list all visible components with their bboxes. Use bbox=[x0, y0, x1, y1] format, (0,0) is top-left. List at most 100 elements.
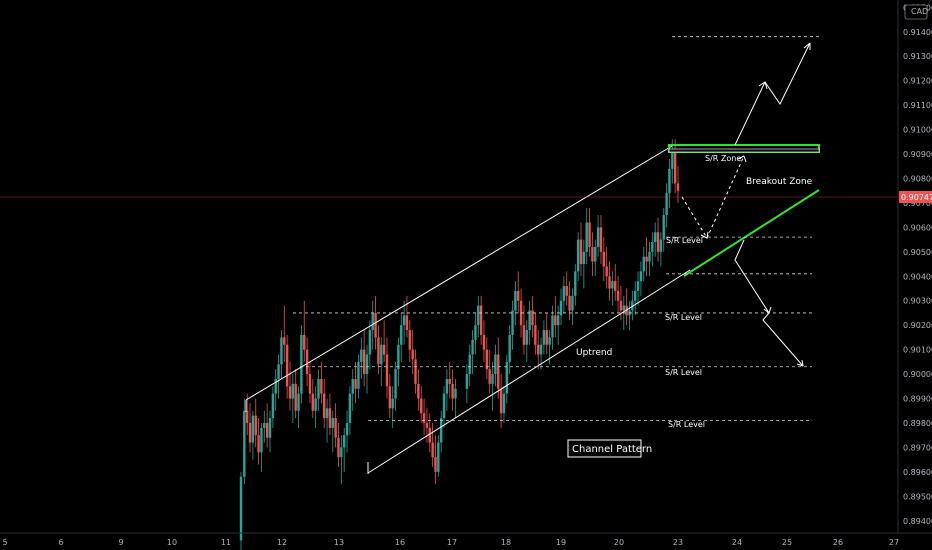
y-tick-label: 0.91400 bbox=[903, 28, 932, 37]
candle-body bbox=[528, 310, 531, 331]
candle-body bbox=[323, 393, 326, 419]
bear-arrow-head bbox=[763, 306, 804, 367]
x-tick-label: 6 bbox=[58, 538, 63, 547]
candle-body bbox=[265, 422, 269, 438]
candle-body bbox=[388, 386, 392, 409]
candle-body bbox=[585, 222, 588, 252]
candle-body bbox=[305, 349, 309, 375]
candle-body bbox=[408, 330, 412, 350]
candle-body bbox=[300, 334, 303, 394]
x-tick-label: 17 bbox=[447, 538, 457, 547]
candle-body bbox=[288, 386, 292, 399]
candle-body bbox=[382, 344, 386, 355]
candle-body bbox=[616, 290, 620, 301]
candle-body bbox=[434, 457, 437, 472]
candle-body bbox=[311, 393, 315, 411]
candle-body bbox=[465, 374, 469, 389]
channel-pattern-label: Channel Pattern bbox=[572, 444, 652, 455]
candle-body bbox=[671, 149, 674, 169]
candle-body bbox=[397, 344, 400, 370]
candle-body bbox=[377, 337, 380, 365]
sr-zone-label: S/R Zone bbox=[705, 154, 741, 163]
x-tick-label: 26 bbox=[833, 538, 843, 547]
candle-body bbox=[239, 476, 243, 541]
candle-body bbox=[345, 422, 349, 436]
candle-body bbox=[303, 334, 306, 350]
x-tick-label: 20 bbox=[614, 538, 624, 547]
candle-body bbox=[522, 325, 526, 345]
candle-body bbox=[668, 168, 671, 194]
candle-body bbox=[494, 354, 497, 375]
x-tick-label: 9 bbox=[118, 538, 123, 547]
candle-body bbox=[611, 281, 614, 289]
sr-levels bbox=[293, 36, 820, 421]
candle-body bbox=[531, 310, 534, 326]
currency-label: CAD bbox=[911, 7, 928, 16]
x-tick-label: 27 bbox=[889, 538, 899, 547]
candle-body bbox=[634, 290, 637, 301]
x-tick-label: 13 bbox=[334, 538, 344, 547]
candle-body bbox=[497, 354, 500, 389]
candle-body bbox=[357, 361, 360, 389]
candle-body bbox=[596, 227, 600, 247]
candle-body bbox=[437, 442, 440, 472]
candle-body bbox=[539, 344, 543, 355]
candle-body bbox=[337, 437, 340, 458]
candle-body bbox=[445, 378, 449, 394]
breakout-line[interactable] bbox=[683, 189, 820, 277]
candle-body bbox=[297, 393, 300, 411]
sr-level-label-1: S/R Level bbox=[666, 236, 703, 245]
x-tick-label: 12 bbox=[277, 538, 287, 547]
currency-badge[interactable] bbox=[904, 4, 928, 20]
candle-body bbox=[348, 393, 352, 423]
candle-body bbox=[602, 251, 606, 267]
x-tick-label: 11 bbox=[221, 538, 231, 547]
time-axis-ticks: 5 6 9 10 11 12 13 16 17 18 19 20 23 24 25 26 27 bbox=[2, 538, 899, 547]
candle-body bbox=[351, 378, 354, 394]
drawings bbox=[0, 42, 898, 474]
candle-body bbox=[439, 418, 443, 443]
candle-body bbox=[588, 222, 591, 247]
candle-body bbox=[468, 354, 471, 375]
candle-body bbox=[394, 369, 397, 399]
candle-body bbox=[477, 305, 480, 326]
x-tick-label: 19 bbox=[556, 538, 566, 547]
channel-lower-line[interactable] bbox=[367, 269, 691, 474]
candle-body bbox=[414, 359, 417, 384]
candle-body bbox=[485, 349, 489, 370]
candle-body bbox=[328, 408, 332, 428]
candle-body bbox=[582, 251, 586, 265]
price-tag-bg bbox=[899, 191, 932, 203]
candle-body bbox=[314, 398, 317, 411]
candle-body bbox=[622, 305, 625, 311]
candle-body bbox=[551, 315, 554, 338]
candle-body bbox=[653, 232, 657, 243]
channel-upper-line[interactable] bbox=[245, 145, 673, 401]
candle-body bbox=[251, 415, 255, 443]
candle-body bbox=[639, 271, 643, 282]
candle-body bbox=[479, 305, 483, 335]
bull-path-arrow[interactable] bbox=[734, 42, 811, 146]
candle-body bbox=[320, 378, 323, 394]
candle-body bbox=[499, 388, 503, 414]
candle-body bbox=[334, 418, 337, 438]
candle-body bbox=[245, 410, 249, 423]
candle-body bbox=[556, 315, 560, 326]
candle-body bbox=[243, 410, 246, 477]
candle-body bbox=[642, 256, 645, 272]
candle-body bbox=[420, 398, 423, 414]
